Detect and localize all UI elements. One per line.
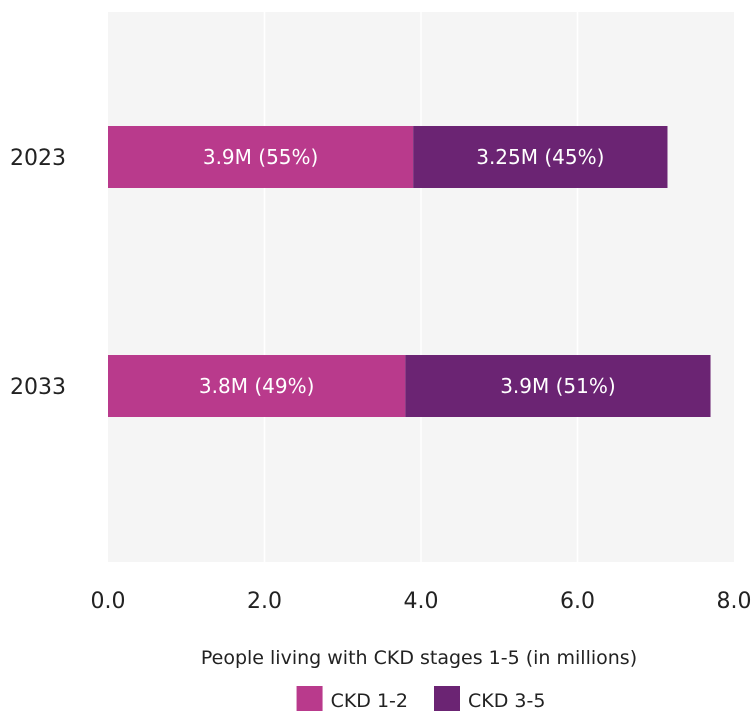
category-label: 2033 [10,375,66,400]
category-labels: 2023 2033 [10,146,66,400]
bar-data-label: 3.25M (45%) [476,145,604,169]
x-tick-label: 8.0 [717,589,752,614]
x-tick-label: 4.0 [404,589,439,614]
bar-data-label: 3.9M (51%) [500,374,615,398]
bars [108,126,711,417]
bar-segment-ckd-3-5 [405,355,711,417]
legend-label: CKD 3-5 [468,690,545,711]
x-axis-title: People living with CKD stages 1-5 (in mi… [201,647,637,669]
bar-labels: 3.9M (55%) 3.25M (45%) 3.8M (49%) 3.9M (51%… [199,145,616,398]
bar-data-label: 3.9M (55%) [203,145,318,169]
x-tick-label: 2.0 [247,589,282,614]
legend-swatch [434,686,460,711]
bar-segment-ckd-1-2 [108,126,414,188]
x-tick-labels: 0.0 2.0 4.0 6.0 8.0 [91,589,752,614]
x-tick-label: 6.0 [560,589,595,614]
legend-swatch [296,686,323,711]
legend-label: CKD 1-2 [331,690,408,711]
bar-segment-ckd-3-5 [413,126,668,188]
x-tick-label: 0.0 [91,589,126,614]
bar-segment-ckd-1-2 [108,355,406,417]
category-label: 2023 [10,146,66,171]
bar-data-label: 3.8M (49%) [199,374,314,398]
legend: CKD 1-2 CKD 3-5 [296,686,545,711]
grid-lines [263,12,579,562]
